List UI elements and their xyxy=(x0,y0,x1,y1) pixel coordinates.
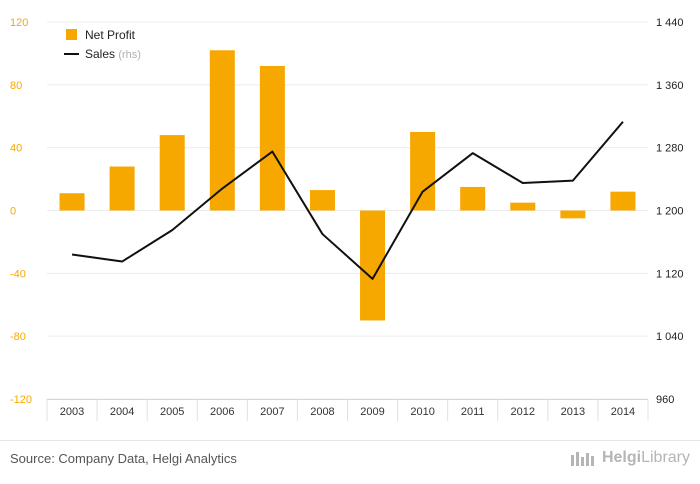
bar-2013 xyxy=(560,211,585,219)
bar-series-net-profit xyxy=(60,50,636,320)
legend: Net Profit Sales (rhs) xyxy=(64,28,141,61)
x-axis-tick-label: 2012 xyxy=(511,406,535,418)
brand-name-part2: Library xyxy=(641,449,690,466)
bar-2012 xyxy=(510,203,535,211)
left-axis-tick-label: -40 xyxy=(10,268,26,280)
x-axis-tick-label: 2011 xyxy=(461,406,485,418)
x-axis-tick-label: 2010 xyxy=(410,406,434,418)
x-axis-tick-label: 2013 xyxy=(561,406,585,418)
bar-2006 xyxy=(210,50,235,210)
source-text: Source: Company Data, Helgi Analytics xyxy=(10,451,237,466)
bar-2004 xyxy=(110,167,135,211)
right-axis-tick-label: 1 440 xyxy=(656,17,684,29)
x-axis-tick-label: 2007 xyxy=(260,406,284,418)
right-axis-tick-label: 1 120 xyxy=(656,268,684,280)
legend-label-net-profit: Net Profit xyxy=(85,28,136,42)
x-axis-tick-label: 2004 xyxy=(110,406,134,418)
bar-2010 xyxy=(410,132,435,211)
left-axis-tick-label: 0 xyxy=(10,206,16,218)
combo-chart: 120 80 40 0 -40 -80 -120 1 440 1 360 1 280 1 200 1 … xyxy=(0,0,700,440)
library-icon xyxy=(570,449,596,467)
axes: 120 80 40 0 -40 -80 -120 1 440 1 360 1 280 1 200 1 … xyxy=(10,17,684,421)
right-axis-tick-label: 1 200 xyxy=(656,206,684,218)
brand-name-part1: Helgi xyxy=(602,449,641,466)
grid-lines xyxy=(47,22,648,399)
sales-line xyxy=(72,122,623,279)
x-axis-tick-label: 2005 xyxy=(160,406,184,418)
left-axis-tick-label: 80 xyxy=(10,80,22,92)
right-axis-tick-label: 960 xyxy=(656,394,674,406)
x-axis-tick-label: 2009 xyxy=(360,406,384,418)
left-axis-tick-label: 120 xyxy=(10,17,28,29)
right-axis-tick-label: 1 280 xyxy=(656,143,684,155)
left-axis-tick-label: -80 xyxy=(10,331,26,343)
bar-2011 xyxy=(460,187,485,211)
x-axis-tick-label: 2003 xyxy=(60,406,84,418)
legend-swatch-net-profit xyxy=(66,29,77,40)
right-axis-tick-label: 1 360 xyxy=(656,80,684,92)
bar-2005 xyxy=(160,135,185,210)
x-axis-tick-label: 2008 xyxy=(310,406,334,418)
bar-2007 xyxy=(260,66,285,211)
legend-label-sales: Sales (rhs) xyxy=(85,47,141,61)
line-series-sales xyxy=(72,122,623,279)
x-axis-tick-label: 2006 xyxy=(210,406,234,418)
footer: Source: Company Data, Helgi Analytics He… xyxy=(0,440,700,484)
x-axis-tick-label: 2014 xyxy=(611,406,635,418)
left-axis-tick-label: -120 xyxy=(10,394,32,406)
bar-2003 xyxy=(60,193,85,210)
brand-logo: HelgiLibrary xyxy=(570,449,690,467)
legend-label-sales-suffix: (rhs) xyxy=(118,49,141,61)
bar-2014 xyxy=(610,192,635,211)
right-axis-tick-label: 1 040 xyxy=(656,331,684,343)
left-axis-tick-label: 40 xyxy=(10,143,22,155)
bar-2008 xyxy=(310,190,335,210)
